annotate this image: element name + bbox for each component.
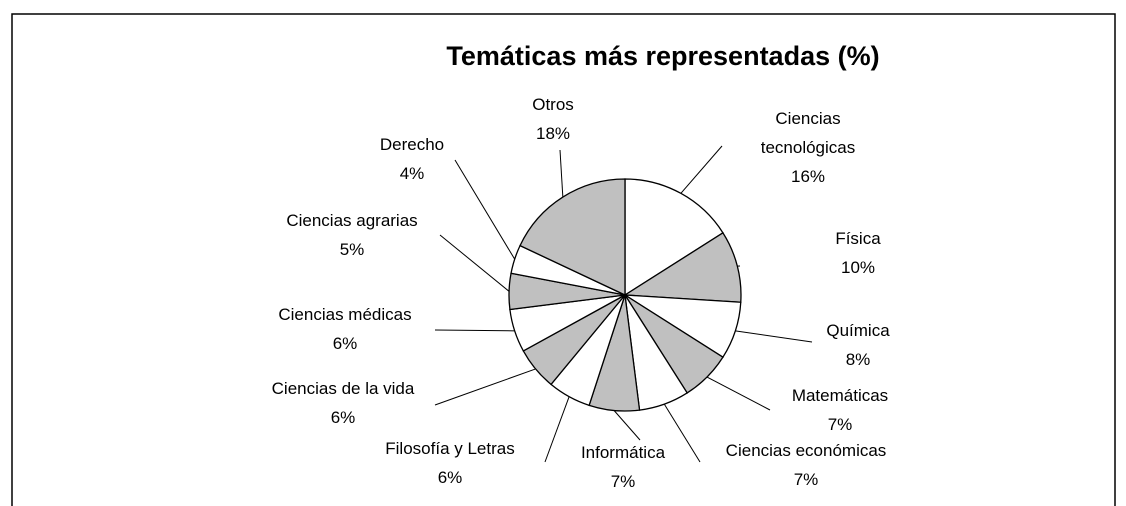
slice-value: 6% (332, 334, 358, 353)
leader-line (439, 234, 510, 292)
slice-value: 7% (827, 415, 853, 434)
pie-slice (519, 178, 626, 297)
slice-name: Ciencias de la vida (271, 379, 415, 398)
leader-line (735, 330, 813, 343)
leader-line (544, 396, 570, 463)
slice-name: Ciencias tecnológicas (760, 109, 856, 157)
leader-line (559, 149, 564, 198)
slice-label: Ciencias de la vida 6% (272, 374, 415, 432)
slice-value: 6% (437, 468, 463, 487)
slice-name: Ciencias económicas (725, 441, 887, 460)
slice-name: Ciencias médicas (278, 305, 412, 324)
slice-label: Ciencias médicas 6% (278, 300, 411, 358)
slice-label: Química 8% (826, 316, 889, 374)
slice-label: Ciencias económicas 7% (726, 436, 887, 494)
slice-value: 6% (330, 408, 356, 427)
slice-label: Otros 18% (532, 90, 574, 148)
slice-value: 8% (845, 350, 871, 369)
pie-slice (622, 231, 742, 303)
leader-line (434, 368, 536, 406)
leader-line (706, 376, 771, 411)
pie-slice (624, 178, 724, 297)
chart-frame (11, 13, 1116, 506)
slice-value: 10% (840, 258, 876, 277)
leader-line (454, 159, 516, 260)
slice-value: 7% (610, 472, 636, 491)
slice-label: Informática 7% (581, 438, 665, 496)
slice-label: Matemáticas 7% (792, 381, 888, 439)
slice-value: 18% (535, 124, 571, 143)
slice-name: Informática (580, 443, 666, 462)
slice-name: Química (826, 321, 890, 340)
slice-label: Derecho 4% (380, 130, 444, 188)
slice-name: Ciencias agrarias (286, 211, 418, 230)
slice-name: Física (835, 229, 881, 248)
leader-line (434, 329, 515, 332)
slice-label: Ciencias tecnológicas 16% (733, 104, 883, 191)
slice-name: Otros (532, 95, 574, 114)
slice-value: 4% (399, 164, 425, 183)
slice-value: 5% (339, 240, 365, 259)
slice-label: Filosofía y Letras 6% (385, 434, 514, 492)
leader-line (680, 145, 723, 194)
leader-line (663, 403, 701, 463)
chart-title: Temáticas más representadas (%) (446, 41, 879, 71)
slice-label: Ciencias agrarias 5% (286, 206, 417, 264)
slice-name: Matemáticas (791, 386, 889, 405)
slice-name: Filosofía y Letras (385, 439, 515, 458)
slice-value: 16% (790, 167, 826, 186)
leader-line (613, 410, 641, 441)
slice-label: Física 10% (835, 224, 880, 282)
slice-name: Derecho (379, 135, 445, 154)
slice-value: 7% (793, 470, 819, 489)
